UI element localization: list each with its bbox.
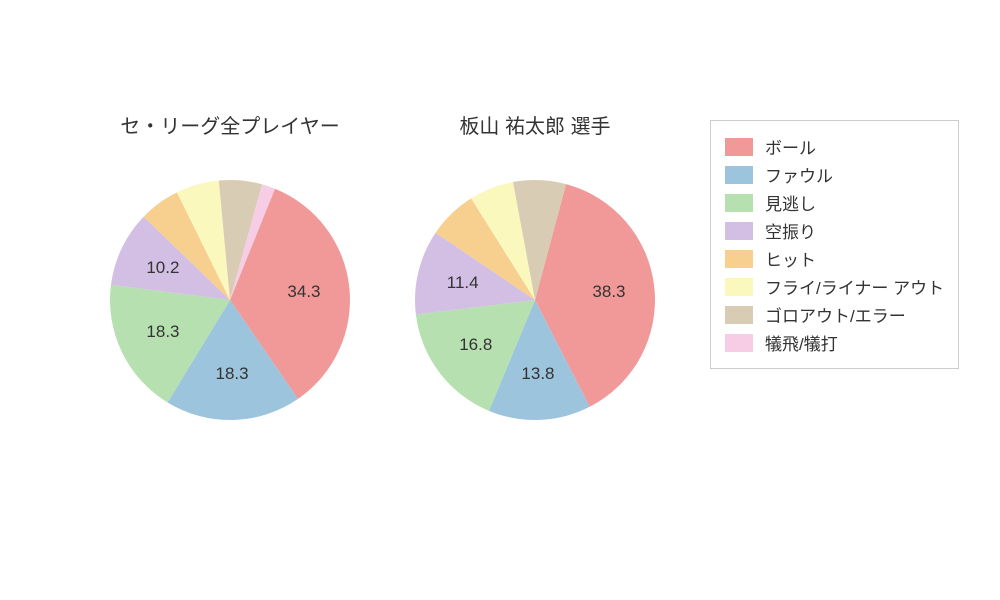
legend-item-sac: 犠飛/犠打: [725, 330, 944, 355]
legend-label-hit: ヒット: [765, 246, 816, 271]
legend-swatch-sac: [725, 334, 753, 352]
legend-item-looking: 見逃し: [725, 190, 944, 215]
legend-item-hit: ヒット: [725, 246, 944, 271]
legend-swatch-looking: [725, 194, 753, 212]
legend-label-swing: 空振り: [765, 218, 816, 243]
legend-item-groundout: ゴロアウト/エラー: [725, 302, 944, 327]
legend-swatch-foul: [725, 166, 753, 184]
legend-label-looking: 見逃し: [765, 190, 816, 215]
slice-label-foul: 13.8: [521, 364, 554, 384]
legend: ボールファウル見逃し空振りヒットフライ/ライナー アウトゴロアウト/エラー犠飛/…: [710, 120, 959, 369]
slice-label-ball: 38.3: [592, 282, 625, 302]
legend-swatch-groundout: [725, 306, 753, 324]
legend-label-flyout: フライ/ライナー アウト: [765, 274, 944, 299]
slice-label-swing: 11.4: [447, 273, 479, 293]
legend-swatch-flyout: [725, 278, 753, 296]
legend-item-ball: ボール: [725, 134, 944, 159]
legend-label-ball: ボール: [765, 134, 816, 159]
legend-item-flyout: フライ/ライナー アウト: [725, 274, 944, 299]
chart-container: セ・リーグ全プレイヤー 34.318.318.310.2 板山 祐太郎 選手 3…: [0, 0, 1000, 600]
legend-label-sac: 犠飛/犠打: [765, 330, 838, 355]
legend-label-groundout: ゴロアウト/エラー: [765, 302, 906, 327]
legend-swatch-swing: [725, 222, 753, 240]
legend-item-swing: 空振り: [725, 218, 944, 243]
legend-swatch-ball: [725, 138, 753, 156]
legend-swatch-hit: [725, 250, 753, 268]
legend-label-foul: ファウル: [765, 162, 833, 187]
slice-label-looking: 16.8: [459, 335, 492, 355]
legend-item-foul: ファウル: [725, 162, 944, 187]
